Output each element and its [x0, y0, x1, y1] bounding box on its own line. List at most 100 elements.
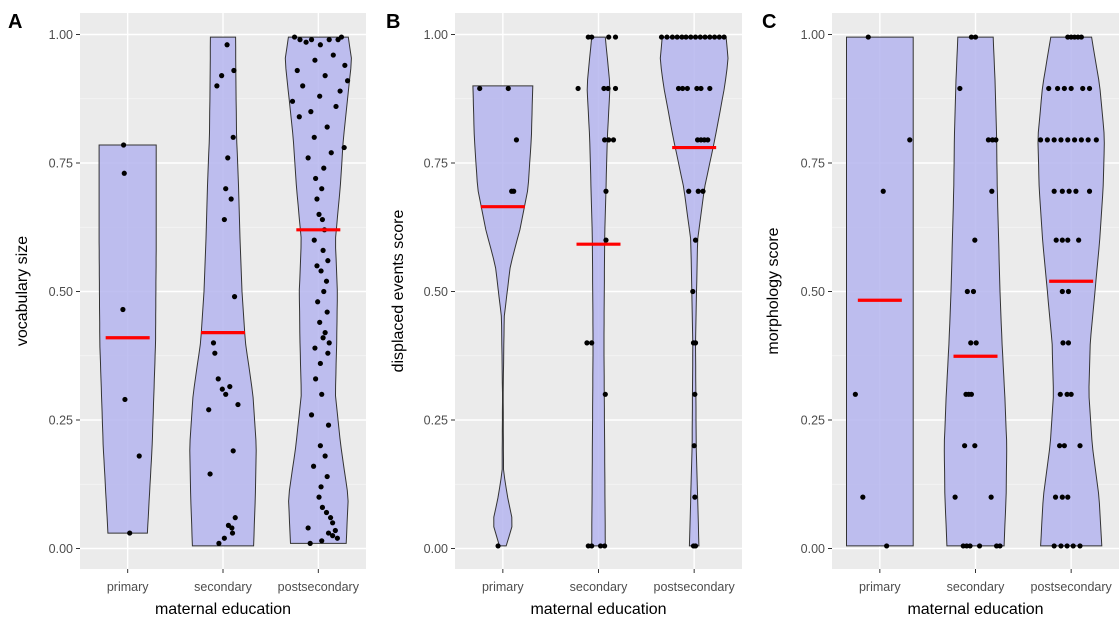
- data-point: [1052, 494, 1059, 500]
- data-point: [330, 52, 336, 58]
- data-point: [322, 330, 328, 336]
- data-point: [705, 137, 711, 143]
- data-point: [207, 471, 213, 477]
- y-tick-label: 0.00: [49, 542, 73, 556]
- data-point: [692, 340, 699, 346]
- data-point: [320, 335, 326, 341]
- data-point: [692, 34, 699, 40]
- data-point: [219, 386, 225, 392]
- y-tick-label: 0.00: [424, 542, 448, 556]
- data-point: [601, 85, 607, 92]
- y-tick-label: 0.50: [49, 285, 73, 299]
- data-point: [328, 150, 334, 156]
- data-point: [334, 535, 340, 541]
- y-tick-label: 0.00: [801, 542, 825, 556]
- data-point: [316, 211, 322, 217]
- data-point: [223, 391, 229, 397]
- data-point: [602, 543, 608, 549]
- data-point: [612, 85, 619, 92]
- data-point: [300, 83, 306, 89]
- data-point: [1065, 288, 1072, 295]
- data-point: [330, 520, 336, 526]
- data-point: [294, 67, 300, 74]
- data-point: [312, 345, 318, 351]
- data-point: [121, 170, 127, 176]
- data-point: [962, 443, 968, 449]
- violin-primary: [846, 36, 914, 547]
- data-point: [852, 391, 858, 397]
- data-point: [1086, 85, 1093, 92]
- data-point: [1068, 391, 1074, 397]
- data-point: [602, 391, 608, 397]
- violin-postsecondary: [284, 36, 352, 544]
- x-axis-title: maternal education: [530, 601, 666, 618]
- data-point: [136, 453, 142, 459]
- data-point: [1058, 543, 1064, 549]
- data-point: [206, 407, 212, 413]
- violin-secondary: [189, 36, 257, 547]
- data-point: [1078, 34, 1084, 40]
- data-point: [1068, 85, 1074, 92]
- data-point: [1061, 85, 1067, 92]
- data-point: [212, 350, 218, 356]
- data-point: [341, 144, 347, 151]
- y-axis-title: vocabulary size: [14, 236, 31, 346]
- data-point: [700, 188, 706, 194]
- x-tick-label: primary: [859, 580, 901, 594]
- data-point: [1051, 137, 1057, 143]
- data-point: [968, 34, 975, 40]
- data-point: [120, 306, 126, 313]
- data-point: [1044, 137, 1050, 143]
- data-point: [1059, 237, 1065, 243]
- data-point: [317, 93, 323, 99]
- y-tick-label: 1.00: [801, 28, 825, 42]
- data-point: [319, 186, 325, 192]
- data-point: [321, 165, 327, 171]
- data-point: [675, 85, 682, 92]
- data-point: [325, 422, 332, 428]
- data-point: [1066, 188, 1072, 194]
- data-point: [311, 237, 317, 243]
- data-point: [597, 543, 604, 549]
- data-point: [314, 196, 320, 202]
- x-tick-label: primary: [482, 580, 524, 594]
- data-point: [325, 530, 332, 536]
- data-point: [324, 309, 330, 315]
- data-point: [686, 188, 692, 194]
- x-tick-label: secondary: [947, 580, 1005, 594]
- y-tick-label: 0.25: [49, 414, 73, 428]
- data-point: [1077, 443, 1083, 449]
- data-point: [589, 34, 595, 40]
- data-point: [606, 34, 612, 40]
- data-point: [964, 288, 970, 295]
- x-tick-label: postsecondary: [654, 580, 736, 594]
- data-point: [216, 540, 222, 546]
- data-point: [602, 137, 608, 143]
- data-point: [127, 530, 133, 536]
- data-point: [976, 543, 983, 549]
- data-point: [215, 376, 221, 382]
- data-point: [1064, 543, 1070, 549]
- data-point: [214, 83, 220, 89]
- data-point: [968, 391, 975, 397]
- data-point: [695, 188, 701, 194]
- data-point: [322, 73, 328, 79]
- data-point: [333, 103, 339, 110]
- data-point: [319, 391, 325, 397]
- data-point: [308, 412, 315, 418]
- data-point: [669, 34, 676, 40]
- y-tick-label: 1.00: [424, 28, 448, 42]
- data-point: [317, 319, 323, 325]
- x-tick-label: primary: [107, 580, 149, 594]
- data-point: [694, 85, 700, 92]
- data-point: [324, 473, 330, 480]
- data-point: [707, 34, 713, 40]
- data-point: [683, 34, 689, 40]
- data-point: [589, 340, 595, 346]
- data-point: [716, 34, 722, 40]
- data-point: [332, 527, 338, 534]
- data-point: [219, 73, 225, 79]
- data-point: [707, 85, 713, 92]
- data-point: [1051, 188, 1057, 194]
- y-tick-label: 0.75: [49, 157, 73, 171]
